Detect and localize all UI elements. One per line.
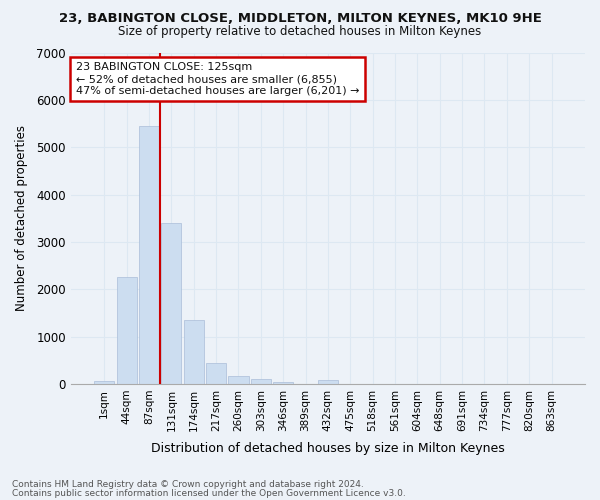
X-axis label: Distribution of detached houses by size in Milton Keynes: Distribution of detached houses by size …: [151, 442, 505, 455]
Text: Size of property relative to detached houses in Milton Keynes: Size of property relative to detached ho…: [118, 25, 482, 38]
Bar: [184, 320, 204, 384]
Bar: [206, 362, 226, 384]
Bar: [116, 278, 137, 384]
Y-axis label: Number of detached properties: Number of detached properties: [15, 125, 28, 311]
Bar: [94, 382, 115, 384]
Bar: [251, 379, 271, 384]
Text: Contains HM Land Registry data © Crown copyright and database right 2024.: Contains HM Land Registry data © Crown c…: [12, 480, 364, 489]
Bar: [161, 223, 181, 384]
Bar: [229, 376, 248, 384]
Bar: [139, 126, 159, 384]
Text: 23 BABINGTON CLOSE: 125sqm
← 52% of detached houses are smaller (6,855)
47% of s: 23 BABINGTON CLOSE: 125sqm ← 52% of deta…: [76, 62, 359, 96]
Text: Contains public sector information licensed under the Open Government Licence v3: Contains public sector information licen…: [12, 488, 406, 498]
Bar: [318, 380, 338, 384]
Bar: [273, 382, 293, 384]
Text: 23, BABINGTON CLOSE, MIDDLETON, MILTON KEYNES, MK10 9HE: 23, BABINGTON CLOSE, MIDDLETON, MILTON K…: [59, 12, 541, 26]
